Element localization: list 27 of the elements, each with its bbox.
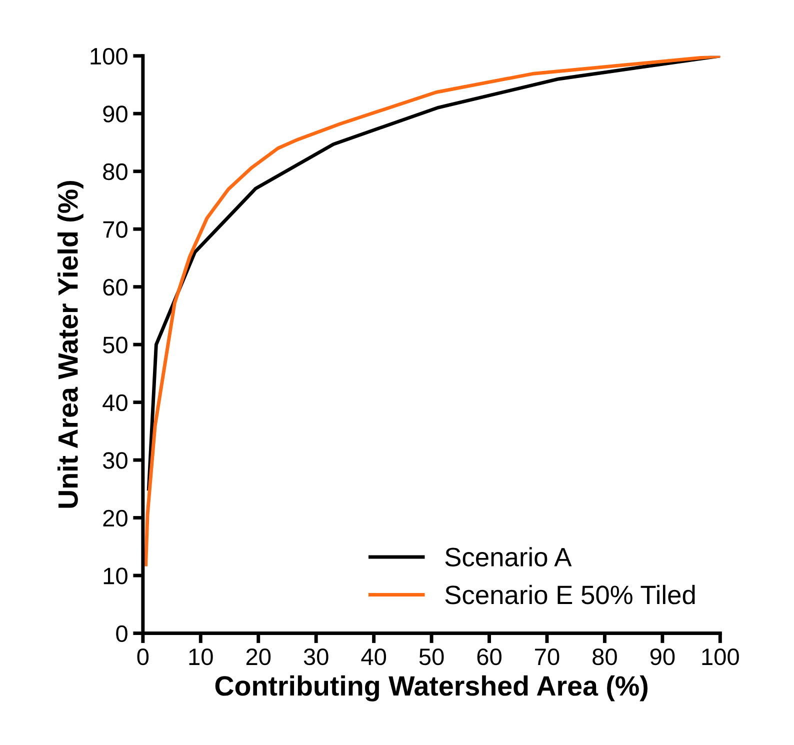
- x-tick-label: 80: [592, 648, 617, 666]
- y-tick-label: 60: [103, 278, 128, 296]
- y-tick-label: 0: [116, 625, 128, 642]
- y-axis-title: Unit Area Water Yield (%): [57, 181, 84, 508]
- y-tick-label: 10: [104, 568, 128, 584]
- x-tick-label: 40: [361, 648, 386, 666]
- y-tick-label: 90: [103, 106, 128, 122]
- x-tick-label: 90: [650, 648, 675, 666]
- x-tick-label: 20: [246, 648, 271, 666]
- x-tick-label: 50: [419, 648, 444, 666]
- x-tick-label: 70: [535, 648, 560, 666]
- y-tick-label: 50: [103, 336, 128, 354]
- line-series: [144, 56, 720, 566]
- x-tick-label: 100: [702, 648, 739, 666]
- x-tick-label: 10: [189, 648, 213, 666]
- x-axis-title: Contributing Watershed Area (%): [215, 675, 648, 702]
- x-tick-label: 30: [304, 648, 328, 666]
- y-tick-label: 70: [103, 221, 128, 238]
- y-tick-label: 40: [102, 394, 128, 412]
- x-tick-label: 0: [137, 648, 149, 666]
- legend-label: Scenario A: [445, 547, 572, 566]
- y-tick-label: 100: [90, 48, 128, 65]
- x-tick-label: 60: [477, 648, 502, 666]
- y-tick-label: 30: [102, 452, 128, 469]
- y-tick-label: 20: [103, 510, 128, 527]
- y-tick-label: 80: [103, 163, 128, 180]
- legend-label: Scenario E 50% Tiled: [445, 584, 695, 604]
